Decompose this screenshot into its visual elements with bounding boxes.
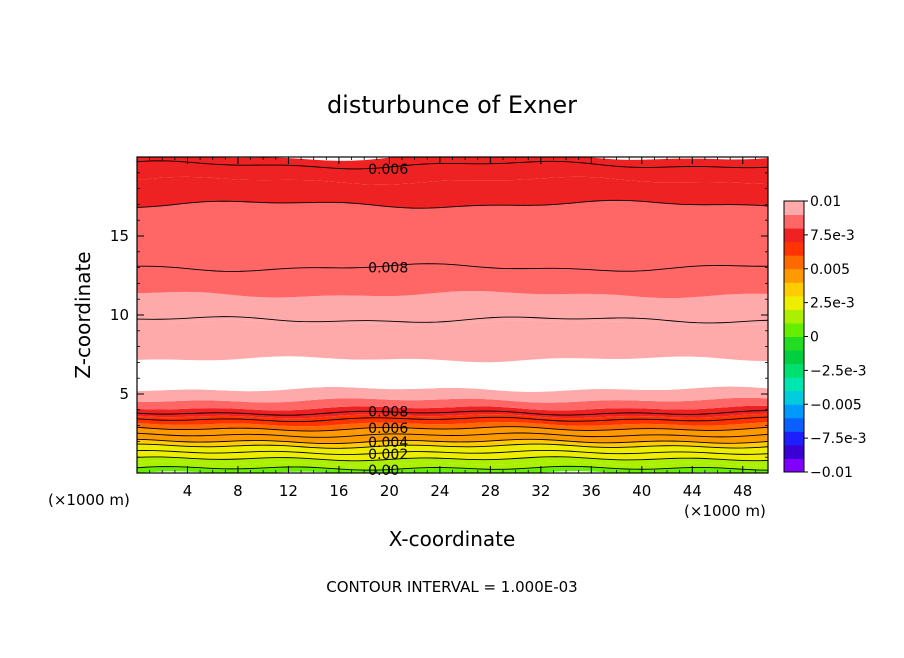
contour-band xyxy=(137,456,768,466)
contour-line xyxy=(137,416,768,423)
y-axis-label: Z-coordinate xyxy=(71,251,95,378)
contour-line xyxy=(137,443,768,449)
contour-band xyxy=(137,417,768,427)
x-tick-label: 40 xyxy=(632,482,651,500)
colorbar-swatch xyxy=(784,404,804,419)
colorbar-swatch xyxy=(784,201,804,216)
contour-band xyxy=(137,421,768,432)
contour-band xyxy=(137,426,768,438)
colorbar-tick-label: −7.5e-3 xyxy=(810,431,867,447)
contour-band xyxy=(137,433,768,444)
contour-line xyxy=(137,438,768,445)
y-tick-label: 5 xyxy=(119,385,129,403)
contour-label: 0.002 xyxy=(368,447,408,463)
contour-line xyxy=(137,199,768,209)
contour-line xyxy=(137,426,768,432)
contour-label: 0.00 xyxy=(368,463,399,479)
colorbar-swatch xyxy=(784,431,804,446)
x-tick-label: 20 xyxy=(380,482,399,500)
contour-label: 0.008 xyxy=(368,404,408,420)
colorbar-swatch xyxy=(784,336,804,351)
colorbar-tick-label: 2.5e-3 xyxy=(810,296,855,312)
colorbar-swatch xyxy=(784,268,804,283)
colorbar-swatch xyxy=(784,282,804,297)
colorbar-swatch xyxy=(784,417,804,432)
contour-lines xyxy=(137,160,768,471)
contour-band xyxy=(137,356,768,392)
colorbar-swatch xyxy=(784,255,804,270)
x-axis-ticks: 4 8 12 16 20 24 28 32 36 40 44 48 xyxy=(149,157,756,500)
colorbar-swatch xyxy=(784,295,804,310)
colorbar-swatch xyxy=(784,350,804,365)
x-unit-right: (×1000 m) xyxy=(684,502,766,520)
x-axis-label: X-coordinate xyxy=(389,527,516,551)
colorbar-swatch xyxy=(784,214,804,229)
colorbar-tick-label: 0.01 xyxy=(810,194,841,210)
colorbar-tick-label: 7.5e-3 xyxy=(810,228,855,244)
contour-line xyxy=(137,263,768,272)
colorbar-swatch xyxy=(784,322,804,337)
contour-line xyxy=(137,449,768,455)
y-tick-label: 15 xyxy=(110,227,129,245)
contour-band xyxy=(137,290,768,327)
contour-band xyxy=(137,410,768,419)
contour-line xyxy=(137,410,768,416)
contour-label: 0.008 xyxy=(368,260,408,276)
contour-band xyxy=(137,157,768,185)
colorbar-swatch xyxy=(784,309,804,324)
colorbar-swatch xyxy=(784,228,804,243)
colorbar-tick-label: −2.5e-3 xyxy=(810,363,867,379)
colorbar-swatch xyxy=(784,458,804,473)
x-tick-label: 36 xyxy=(582,482,601,500)
contour-band xyxy=(137,466,768,473)
x-tick-label: 16 xyxy=(329,482,348,500)
contour-band xyxy=(137,450,768,461)
contour-band xyxy=(137,405,768,416)
chart-title: disturbunce of Exner xyxy=(327,91,577,119)
x-unit-left: (×1000 m) xyxy=(48,491,130,509)
colorbar-tick-label: 0.005 xyxy=(810,262,850,278)
colorbar-tick-label: 0 xyxy=(810,330,819,346)
colorbar-swatch xyxy=(784,241,804,256)
x-tick-label: 48 xyxy=(733,482,752,500)
colorbar-swatch xyxy=(784,377,804,392)
contour-line xyxy=(137,456,768,462)
contour-line xyxy=(137,316,768,324)
colorbar-tick-label: −0.01 xyxy=(810,465,853,481)
contour-line xyxy=(137,160,768,170)
contour-band xyxy=(137,200,768,272)
contour-band xyxy=(137,263,768,299)
contour-label: 0.004 xyxy=(368,435,408,451)
contour-band xyxy=(137,386,768,403)
y-tick-label: 10 xyxy=(110,306,129,324)
x-tick-label: 8 xyxy=(233,482,243,500)
x-tick-label: 12 xyxy=(279,482,298,500)
colorbar-swatch xyxy=(784,363,804,378)
y-axis-ticks: 5 10 15 xyxy=(110,172,768,458)
contour-band xyxy=(137,319,768,363)
x-tick-label: 44 xyxy=(683,482,702,500)
x-tick-label: 32 xyxy=(531,482,550,500)
footer-note: CONTOUR INTERVAL = 1.000E-03 xyxy=(326,578,577,596)
colorbar: 0.01 7.5e-3 0.005 2.5e-3 0 −2.5e-3 −0.005 −7.5e… xyxy=(783,194,867,481)
contour-line xyxy=(137,432,768,438)
x-tick-label: 28 xyxy=(481,482,500,500)
contour-line xyxy=(137,465,768,471)
contour-band xyxy=(137,397,768,411)
contour-label: 0.006 xyxy=(368,421,408,437)
colorbar-tick-label: −0.005 xyxy=(810,397,862,413)
colorbar-swatch xyxy=(784,444,804,459)
colorbar-swatch xyxy=(784,390,804,405)
x-tick-label: 4 xyxy=(183,482,193,500)
contour-label: 0.006 xyxy=(368,162,408,178)
x-tick-label: 24 xyxy=(430,482,449,500)
